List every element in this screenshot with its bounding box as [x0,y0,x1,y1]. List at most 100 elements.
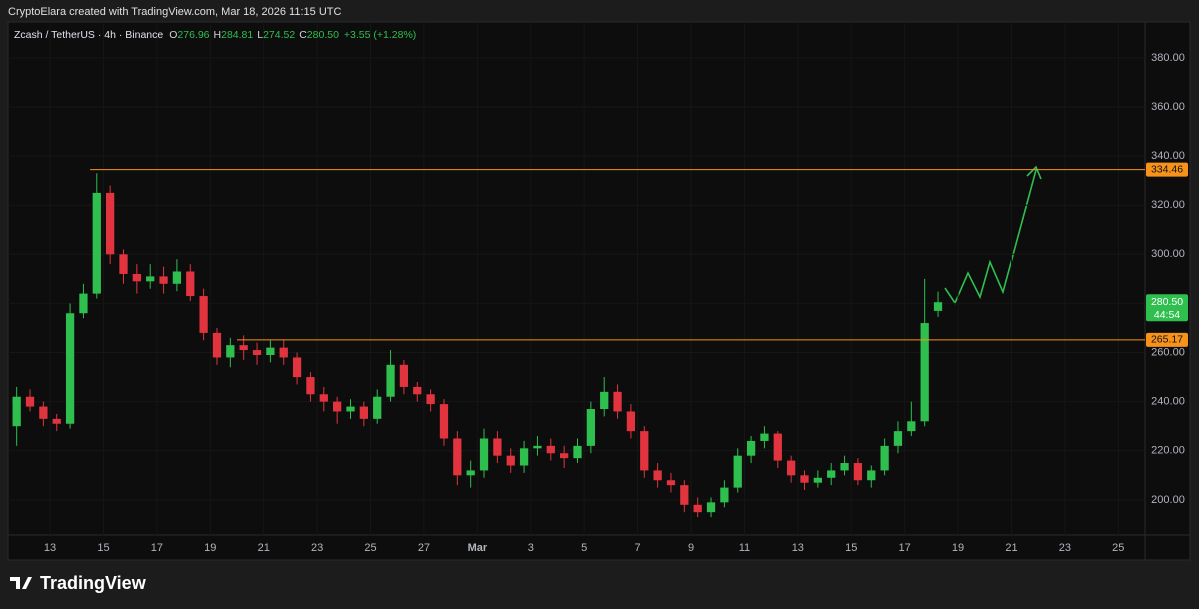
candle-body [773,433,782,461]
candle-body [853,463,863,481]
x-tick-label: 19 [952,542,964,554]
last-price-label: 280.50 [1151,296,1183,308]
x-tick-label: 9 [688,542,694,554]
candle-body [333,401,342,412]
candle-body [693,504,702,513]
y-tick-label: 340.00 [1151,150,1185,162]
candle-body [720,487,729,503]
candle-body [52,418,61,424]
y-tick-label: 240.00 [1151,396,1185,408]
x-tick-label: 21 [258,542,270,554]
candle-body [266,347,275,355]
attribution: CryptoElara created with TradingView.com… [8,6,341,18]
candle-body [933,302,943,311]
ohlc-letter: L [257,29,263,41]
x-tick-label: 25 [1112,542,1124,554]
candle-body [306,377,315,395]
y-tick-label: 380.00 [1151,52,1185,64]
level-tag-label: 334.46 [1151,163,1183,175]
candle-body [146,276,155,282]
candle-body [840,463,849,471]
x-tick-label: 23 [311,542,323,554]
y-tick-label: 200.00 [1151,494,1185,506]
candle-body [746,440,756,456]
candle-body [519,448,529,466]
candle-body [546,445,555,454]
candle-body [733,455,742,488]
candle-body [186,271,195,297]
candle-body [813,477,822,483]
candle-body [12,396,21,427]
candle-body [106,192,115,255]
level-tag [1146,162,1188,177]
y-tick-label: 360.00 [1151,101,1185,113]
x-tick-label: 19 [204,542,216,554]
candle-body [252,350,262,355]
level-tag [1146,332,1188,347]
y-tick-label: 220.00 [1151,445,1185,457]
candle-body [159,276,168,284]
x-tick-label: 5 [581,542,587,554]
candle-body [65,313,75,424]
symbol-legend: Zcash / TetherUS · 4h · Binance O276.96 H2… [14,29,416,41]
chart-frame [7,21,1191,561]
candle-body [760,433,769,441]
countdown-label: 44:54 [1154,309,1180,321]
level-tag-label: 265.17 [1151,334,1183,346]
candle-body [653,470,662,481]
ohlc-letter: H [214,29,222,41]
symbol: Zcash / TetherUS · 4h · Binance [14,29,163,41]
x-tick-label: 13 [792,542,804,554]
candle-body [279,347,288,358]
ohlc-letter: C [299,29,307,41]
x-tick-label: 21 [1005,542,1017,554]
candle-body [626,411,636,432]
candle-body [426,394,435,405]
candle-body [880,445,889,471]
candle-body [466,470,475,476]
x-tick-label: 11 [739,542,750,554]
candle-body [413,386,422,395]
candle-body [493,438,502,456]
candle-body [199,296,208,333]
x-tick-label: 3 [528,542,534,554]
candle-body [386,364,395,397]
ohlc-value: 276.96 [177,29,209,41]
x-tick-label: 15 [97,542,109,554]
candle-body [373,396,382,419]
y-tick-label: 260.00 [1151,346,1185,358]
candle-body [359,406,368,419]
candle-body [79,293,88,314]
x-tick-label: 27 [418,542,430,554]
candle-body [506,455,515,466]
candle-body [132,273,141,282]
candle-body [920,323,929,422]
x-tick-label: 17 [151,542,163,554]
candle-body [172,271,182,284]
candle-body [666,480,676,486]
x-tick-label: 23 [1059,542,1071,554]
candle-body [680,485,689,505]
x-tick-label: Mar [468,542,488,554]
candle-body [827,470,836,478]
candle-body [893,431,903,446]
last-price-tag [1146,294,1188,322]
candle-body [346,406,355,412]
candle-body [319,394,328,402]
change: +3.55 (+1.28%) [344,29,416,41]
ohlc-value: 280.50 [307,29,339,41]
y-tick-label: 320.00 [1151,199,1185,211]
ohlc-value: 274.52 [263,29,295,41]
candle-body [706,502,716,513]
y-tick-label: 300.00 [1151,248,1185,260]
candle-body [560,453,569,459]
candle-body [800,475,809,483]
candle-body [867,470,876,481]
candle-body [640,431,649,471]
candle-body [533,445,542,449]
x-tick-label: 15 [845,542,857,554]
candle-body [439,404,449,439]
x-tick-label: 17 [899,542,911,554]
